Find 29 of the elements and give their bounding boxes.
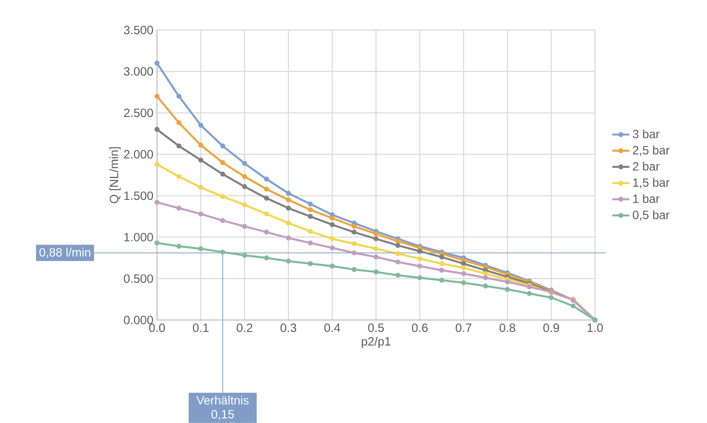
y-tick-label: 1.500 xyxy=(124,191,154,200)
y-axis-title: Q [NL/min] xyxy=(109,147,121,204)
x-tick-label: 0.0 xyxy=(149,324,165,332)
y-tick-label: 2.000 xyxy=(124,150,154,159)
legend-label: 2 bar xyxy=(632,162,660,171)
legend-label: 3 bar xyxy=(632,129,660,138)
x-tick-label: 0.5 xyxy=(368,324,384,332)
x-tick-label: 0.2 xyxy=(236,324,252,332)
x-tick-label: 0.6 xyxy=(412,324,428,332)
x-tick-label: 0.9 xyxy=(543,324,559,332)
y-tick-label: 0.500 xyxy=(124,274,154,283)
x-tick-label: 0.1 xyxy=(192,324,209,332)
x-tick-label: 0.7 xyxy=(456,324,472,332)
x-tick-label: 1.0 xyxy=(588,324,603,332)
ref-line-label: 0,88 l/min xyxy=(39,248,90,258)
x-axis-title: p2/p1 xyxy=(362,336,390,348)
legend-label: 0,5 bar xyxy=(632,210,670,221)
x-tick-label: 0.3 xyxy=(280,324,296,332)
y-tick-label: 1.000 xyxy=(124,232,154,242)
legend-label: 2,5 bar xyxy=(632,146,670,156)
x-tick-label: 0.8 xyxy=(500,324,516,332)
ref-line-label: Verhältnis 0,15 xyxy=(196,396,249,420)
y-tick-label: 0.000 xyxy=(124,316,154,324)
y-tick-label: 2.500 xyxy=(124,108,154,118)
y-tick-label: 3.000 xyxy=(124,67,154,76)
legend-label: 1,5 bar xyxy=(633,178,670,188)
x-tick-label: 0.4 xyxy=(324,324,340,332)
legend-label: 1 bar xyxy=(633,194,660,203)
y-tick-label: 3.500 xyxy=(124,26,154,34)
